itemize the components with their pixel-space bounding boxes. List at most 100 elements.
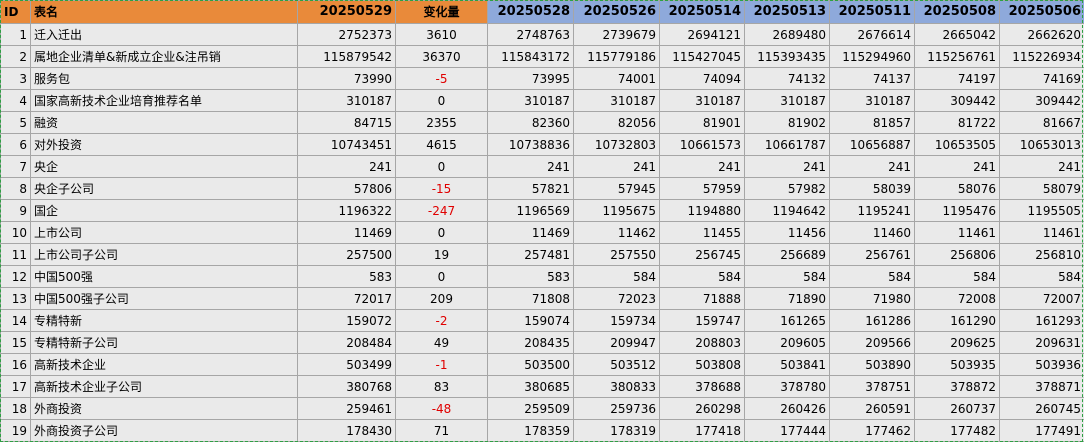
cell-id[interactable]: 14 [0, 309, 31, 332]
table-row[interactable]: 9 国企 1196322 -247 1196569 1195675 1194880 11946… [0, 199, 1084, 222]
cell-history-value[interactable]: 2739679 [573, 23, 660, 46]
cell-history-value[interactable]: 260745 [999, 397, 1084, 420]
cell-history-value[interactable]: 11456 [744, 221, 830, 244]
cell-history-value[interactable]: 159734 [573, 309, 660, 332]
cell-table-name[interactable]: 属地企业清单&新成立企业&注吊销 [30, 45, 298, 68]
cell-history-value[interactable]: 177418 [659, 419, 745, 442]
cell-history-value[interactable]: 161265 [744, 309, 830, 332]
cell-history-value[interactable]: 503890 [829, 353, 915, 376]
cell-history-value[interactable]: 209566 [829, 331, 915, 354]
cell-history-value[interactable]: 74094 [659, 67, 745, 90]
cell-current-value[interactable]: 380768 [297, 375, 396, 398]
header-id[interactable]: ID [0, 0, 31, 24]
cell-history-value[interactable]: 310187 [744, 89, 830, 112]
header-date-5[interactable]: 20250508 [914, 0, 1000, 24]
cell-history-value[interactable]: 310187 [573, 89, 660, 112]
cell-history-value[interactable]: 74169 [999, 67, 1084, 90]
cell-history-value[interactable]: 241 [659, 155, 745, 178]
cell-history-value[interactable]: 209631 [999, 331, 1084, 354]
cell-table-name[interactable]: 央企子公司 [30, 177, 298, 200]
cell-history-value[interactable]: 159074 [487, 309, 574, 332]
cell-history-value[interactable]: 309442 [914, 89, 1000, 112]
cell-history-value[interactable]: 1196569 [487, 199, 574, 222]
header-date-6[interactable]: 20250506 [999, 0, 1084, 24]
table-row[interactable]: 1 迁入迁出 2752373 3610 2748763 2739679 2694121 268… [0, 23, 1084, 46]
cell-history-value[interactable]: 584 [744, 265, 830, 288]
cell-history-value[interactable]: 11460 [829, 221, 915, 244]
cell-current-value[interactable]: 11469 [297, 221, 396, 244]
cell-current-value[interactable]: 72017 [297, 287, 396, 310]
cell-current-value[interactable]: 257500 [297, 243, 396, 266]
cell-id[interactable]: 18 [0, 397, 31, 420]
cell-history-value[interactable]: 2694121 [659, 23, 745, 46]
cell-change[interactable]: -1 [395, 353, 488, 376]
cell-change[interactable]: 2355 [395, 111, 488, 134]
cell-history-value[interactable]: 82360 [487, 111, 574, 134]
cell-history-value[interactable]: 74001 [573, 67, 660, 90]
cell-history-value[interactable]: 1195505 [999, 199, 1084, 222]
cell-history-value[interactable]: 380685 [487, 375, 574, 398]
cell-history-value[interactable]: 503500 [487, 353, 574, 376]
cell-history-value[interactable]: 161286 [829, 309, 915, 332]
cell-history-value[interactable]: 259736 [573, 397, 660, 420]
cell-history-value[interactable]: 209625 [914, 331, 1000, 354]
cell-history-value[interactable]: 10653013 [999, 133, 1084, 156]
cell-history-value[interactable]: 257481 [487, 243, 574, 266]
cell-history-value[interactable]: 380833 [573, 375, 660, 398]
cell-history-value[interactable]: 503935 [914, 353, 1000, 376]
cell-history-value[interactable]: 208803 [659, 331, 745, 354]
cell-history-value[interactable]: 10656887 [829, 133, 915, 156]
cell-change[interactable]: 3610 [395, 23, 488, 46]
cell-history-value[interactable]: 209605 [744, 331, 830, 354]
cell-history-value[interactable]: 11469 [487, 221, 574, 244]
cell-history-value[interactable]: 256745 [659, 243, 745, 266]
cell-history-value[interactable]: 241 [487, 155, 574, 178]
cell-current-value[interactable]: 84715 [297, 111, 396, 134]
cell-history-value[interactable]: 10661787 [744, 133, 830, 156]
header-date-2[interactable]: 20250514 [659, 0, 745, 24]
cell-change[interactable]: 4615 [395, 133, 488, 156]
cell-table-name[interactable]: 外商投资 [30, 397, 298, 420]
header-date-3[interactable]: 20250513 [744, 0, 830, 24]
cell-history-value[interactable]: 1195675 [573, 199, 660, 222]
cell-id[interactable]: 8 [0, 177, 31, 200]
cell-history-value[interactable]: 74197 [914, 67, 1000, 90]
cell-history-value[interactable]: 2748763 [487, 23, 574, 46]
table-row[interactable]: 15 专精特新子公司 208484 49 208435 209947 208803 20960… [0, 331, 1084, 354]
cell-table-name[interactable]: 服务包 [30, 67, 298, 90]
cell-history-value[interactable]: 81901 [659, 111, 745, 134]
cell-history-value[interactable]: 260426 [744, 397, 830, 420]
cell-history-value[interactable]: 256761 [829, 243, 915, 266]
cell-history-value[interactable]: 259509 [487, 397, 574, 420]
cell-history-value[interactable]: 10738836 [487, 133, 574, 156]
cell-current-value[interactable]: 178430 [297, 419, 396, 442]
cell-table-name[interactable]: 国企 [30, 199, 298, 222]
cell-history-value[interactable]: 503841 [744, 353, 830, 376]
cell-current-value[interactable]: 2752373 [297, 23, 396, 46]
cell-current-value[interactable]: 1196322 [297, 199, 396, 222]
cell-change[interactable]: 0 [395, 221, 488, 244]
cell-table-name[interactable]: 中国500强子公司 [30, 287, 298, 310]
cell-table-name[interactable]: 高新技术企业子公司 [30, 375, 298, 398]
cell-history-value[interactable]: 310187 [487, 89, 574, 112]
cell-change[interactable]: -2 [395, 309, 488, 332]
cell-id[interactable]: 15 [0, 331, 31, 354]
cell-current-value[interactable]: 57806 [297, 177, 396, 200]
table-row[interactable]: 13 中国500强子公司 72017 209 71808 72023 71888 71890 7… [0, 287, 1084, 310]
cell-table-name[interactable]: 国家高新技术企业培育推荐名单 [30, 89, 298, 112]
cell-history-value[interactable]: 256810 [999, 243, 1084, 266]
cell-history-value[interactable]: 2662620 [999, 23, 1084, 46]
cell-change[interactable]: 0 [395, 89, 488, 112]
cell-current-value[interactable]: 10743451 [297, 133, 396, 156]
table-row[interactable]: 19 外商投资子公司 178430 71 178359 178319 177418 17744… [0, 419, 1084, 442]
cell-history-value[interactable]: 58039 [829, 177, 915, 200]
cell-change[interactable]: 209 [395, 287, 488, 310]
table-row[interactable]: 18 外商投资 259461 -48 259509 259736 260298 260426 2… [0, 397, 1084, 420]
cell-history-value[interactable]: 378751 [829, 375, 915, 398]
cell-history-value[interactable]: 584 [659, 265, 745, 288]
cell-history-value[interactable]: 57959 [659, 177, 745, 200]
cell-change[interactable]: -247 [395, 199, 488, 222]
header-change[interactable]: 变化量 [395, 0, 488, 24]
cell-history-value[interactable]: 115256761 [914, 45, 1000, 68]
cell-history-value[interactable]: 241 [914, 155, 1000, 178]
